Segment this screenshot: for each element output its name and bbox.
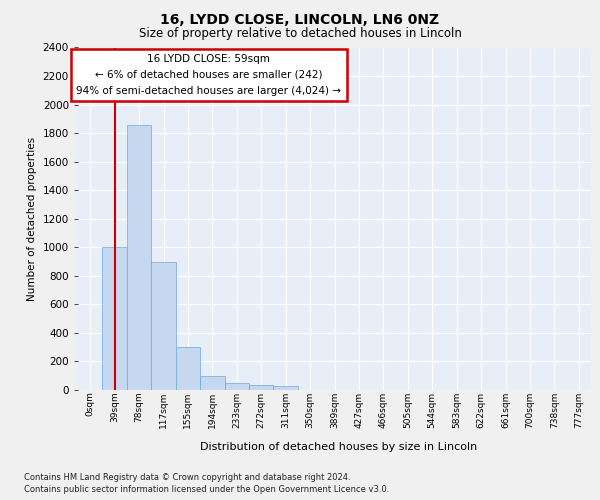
Text: Contains public sector information licensed under the Open Government Licence v3: Contains public sector information licen… [24,485,389,494]
Bar [103,248,127,390]
Text: Contains HM Land Registry data © Crown copyright and database right 2024.: Contains HM Land Registry data © Crown c… [24,472,350,482]
Text: 16 LYDD CLOSE: 59sqm
← 6% of detached houses are smaller (242)
94% of semi-detac: 16 LYDD CLOSE: 59sqm ← 6% of detached ho… [76,54,341,96]
Text: Distribution of detached houses by size in Lincoln: Distribution of detached houses by size … [200,442,478,452]
Bar [127,124,151,390]
Y-axis label: Number of detached properties: Number of detached properties [27,136,37,301]
Bar [200,376,224,390]
Bar [274,386,298,390]
Bar [151,262,176,390]
Bar [176,347,200,390]
Bar [249,385,274,390]
Bar [224,383,249,390]
Text: Size of property relative to detached houses in Lincoln: Size of property relative to detached ho… [139,28,461,40]
Text: 16, LYDD CLOSE, LINCOLN, LN6 0NZ: 16, LYDD CLOSE, LINCOLN, LN6 0NZ [160,12,440,26]
